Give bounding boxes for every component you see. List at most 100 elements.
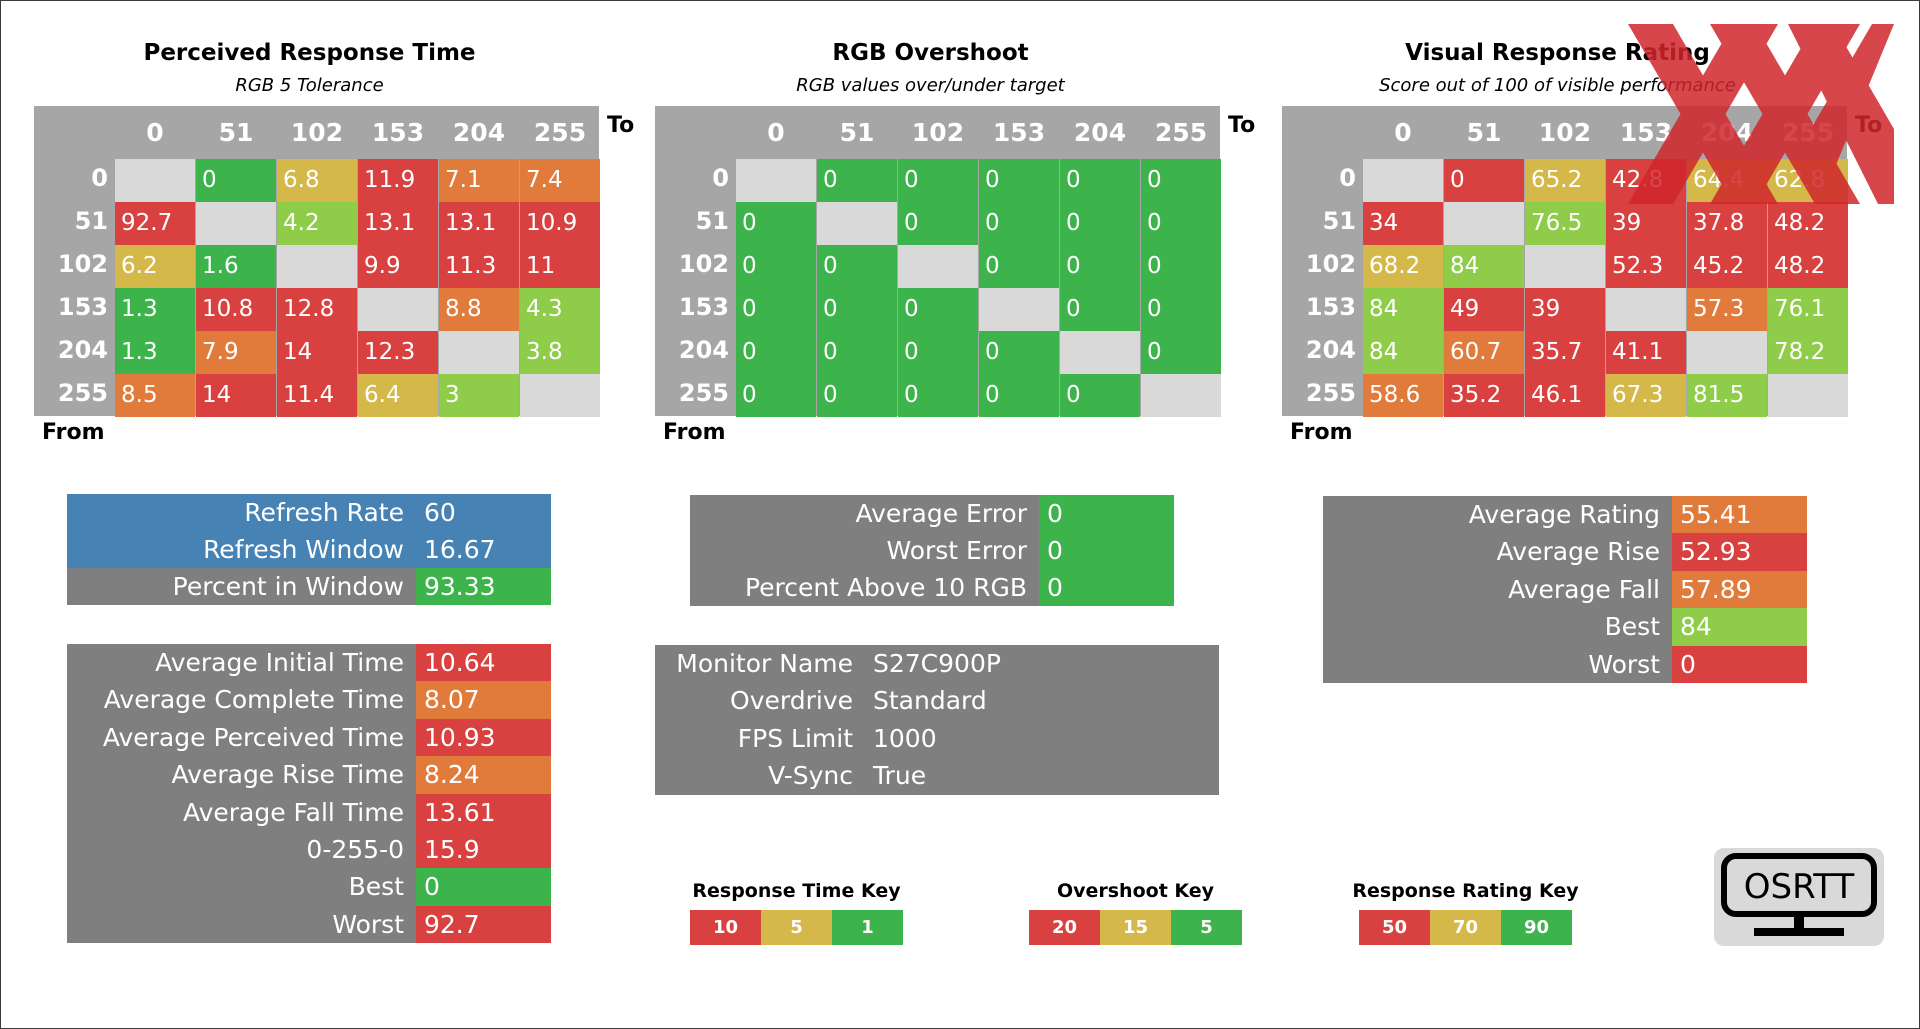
column-header: 255 xyxy=(1154,118,1208,147)
heatmap-cell: 0 xyxy=(817,245,897,288)
heatmap-cell: 0 xyxy=(979,374,1059,417)
heatmap-cell: 0 xyxy=(1060,202,1140,245)
stats-row: 0-255-0 15.9 xyxy=(67,831,551,869)
heatmap-cell: 11.4 xyxy=(277,374,357,417)
column-header: 102 xyxy=(911,118,965,147)
stats-value: 0 xyxy=(1039,532,1174,569)
heatmap-cell: 58.6 xyxy=(1363,374,1443,417)
chart-subtitle: Score out of 100 of visible performance xyxy=(1379,75,1736,96)
key-title: Response Time Key xyxy=(692,880,901,902)
stats-value: 8.07 xyxy=(416,681,551,719)
heatmap-cell: 1.3 xyxy=(115,331,195,374)
heatmap-cell: 81.5 xyxy=(1687,374,1767,417)
key-cell: 20 xyxy=(1029,910,1100,945)
row-header: 51 xyxy=(74,207,108,235)
axis-label-to: To xyxy=(1228,113,1256,138)
heatmap-cell: 8.8 xyxy=(439,288,519,331)
stats-label: Average Rise xyxy=(1496,537,1660,567)
heatmap-cell: 3 xyxy=(439,374,519,417)
stats-value: 52.93 xyxy=(1672,533,1807,571)
heatmap-grid: 0 51 102 153 204 255 0 0 6.8 11.9 7.1 7.4 51 92.7 4.2 1… xyxy=(34,106,600,417)
stats-label: Best xyxy=(348,872,404,902)
heatmap-cell: 0 xyxy=(817,374,897,417)
heatmap-cell xyxy=(979,288,1059,331)
heatmap-cell: 10.8 xyxy=(196,288,276,331)
stats-row: Worst 92.7 xyxy=(67,905,551,944)
heatmap-cell: 0 xyxy=(196,159,276,202)
stats-row: Percent Above 10 RGB 0 xyxy=(690,569,1174,606)
heatmap-cell: 11.3 xyxy=(439,245,519,288)
stats-value: 10.93 xyxy=(416,718,551,757)
stats-value: 13.61 xyxy=(416,793,551,831)
heatmap-cell xyxy=(115,159,195,202)
stats-row: Average Error 0 xyxy=(690,495,1174,532)
heatmap-cell xyxy=(439,331,519,374)
row-header: 0 xyxy=(1339,164,1356,192)
stats-row: Monitor Name S27C900P xyxy=(655,645,1219,682)
column-header: 255 xyxy=(533,118,587,147)
heatmap-cell: 0 xyxy=(979,245,1059,288)
stats-row: Average Initial Time 10.64 xyxy=(67,644,551,682)
key-cell: 70 xyxy=(1430,910,1501,945)
key-cell: 90 xyxy=(1501,910,1572,945)
heatmap-cell xyxy=(1768,374,1848,417)
row-header: 102 xyxy=(678,250,729,278)
heatmap-cell: 0 xyxy=(1141,288,1221,331)
stats-label: Average Initial Time xyxy=(155,648,404,677)
heatmap-cell: 46.1 xyxy=(1525,374,1605,417)
heatmap-cell: 14 xyxy=(277,331,357,374)
stats-row: V-Sync True xyxy=(655,757,1219,794)
column-header: 102 xyxy=(290,118,344,147)
row-header: 51 xyxy=(695,207,729,235)
heatmap-cell: 11 xyxy=(520,245,600,288)
stats-label: Percent Above 10 RGB xyxy=(744,573,1027,602)
heatmap-cell: 0 xyxy=(979,202,1059,245)
stats-row: Worst 0 xyxy=(1323,645,1807,683)
heatmap-cell: 41.1 xyxy=(1606,331,1686,374)
stats-label: Best xyxy=(1604,612,1660,642)
stats-label: Overdrive xyxy=(730,686,853,716)
heatmap-cell: 7.9 xyxy=(196,331,276,374)
row-header: 153 xyxy=(1305,293,1356,321)
heatmap-cell: 0 xyxy=(979,331,1059,374)
stats-value: True xyxy=(873,761,927,791)
stats-row: Average Complete Time 8.07 xyxy=(67,681,551,719)
heatmap-cell xyxy=(1363,159,1443,202)
key-cell: 50 xyxy=(1359,910,1430,945)
heatmap-cell: 0 xyxy=(736,245,816,288)
key-title: Overshoot Key xyxy=(1056,880,1215,902)
stats-row: Average Rise Time 8.24 xyxy=(67,756,551,794)
heatmap-cell: 52.3 xyxy=(1606,245,1686,288)
heatmap-cell: 7.4 xyxy=(520,159,600,202)
heatmap-cell: 0 xyxy=(898,288,978,331)
stats-panel: Average Error 0 Worst Error 0 Percent Above … xyxy=(690,495,1174,606)
heatmap-cell: 4.2 xyxy=(277,202,357,245)
row-header: 153 xyxy=(678,293,729,321)
stats-label: Refresh Window xyxy=(203,535,404,564)
stats-value: 55.41 xyxy=(1672,496,1807,534)
heatmap-cell: 6.2 xyxy=(115,245,195,288)
stats-row: Average Rating 55.41 xyxy=(1323,496,1807,534)
heatmap-cell xyxy=(1444,202,1524,245)
stats-row: FPS Limit 1000 xyxy=(655,720,1219,757)
heatmap-cell: 0 xyxy=(736,374,816,417)
heatmap-cell: 39 xyxy=(1606,202,1686,245)
column-header: 0 xyxy=(146,118,164,147)
stats-row: Worst Error 0 xyxy=(690,532,1174,569)
column-header: 153 xyxy=(371,118,425,147)
stats-value: 60 xyxy=(416,494,551,531)
heatmap-cell: 0 xyxy=(736,288,816,331)
stats-value: Standard xyxy=(873,686,987,716)
stats-label: Refresh Rate xyxy=(244,498,404,527)
heatmap-cell: 12.8 xyxy=(277,288,357,331)
heatmap-cell: 37.8 xyxy=(1687,202,1767,245)
stats-label: Average Rating xyxy=(1468,500,1660,529)
axis-label-from: From xyxy=(1290,420,1353,445)
stats-row: Average Fall Time 13.61 xyxy=(67,793,551,831)
heatmap-cell xyxy=(736,159,816,202)
key-cell: 10 xyxy=(690,910,761,945)
chart-title: Perceived Response Time xyxy=(143,40,476,66)
heatmap-cell xyxy=(520,374,600,417)
stats-value: 10.64 xyxy=(416,644,551,682)
monitor-icon: OSRTT xyxy=(1721,853,1877,936)
